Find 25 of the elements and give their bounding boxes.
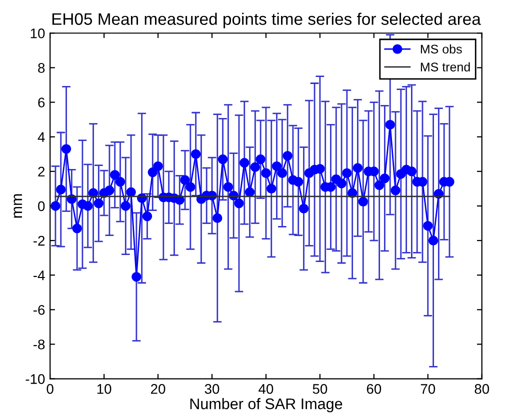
y-tick-label: -10 (26, 374, 45, 384)
y-tick-label: 0 (38, 201, 45, 212)
y-tick-label: -6 (33, 305, 45, 315)
x-tick-label: 50 (312, 384, 328, 394)
y-tick-label: 10 (30, 28, 45, 38)
x-tick-label: 10 (97, 384, 112, 394)
y-tick-label: 8 (38, 63, 45, 73)
x-tick-label: 0 (46, 384, 54, 394)
y-tick-label: -2 (33, 236, 45, 246)
chart-title: EH05 Mean measured points time series for selected area (52, 12, 481, 28)
y-tick-label: 6 (38, 98, 45, 108)
x-tick-label: 30 (204, 384, 220, 394)
y-axis-title: mm (14, 194, 22, 218)
y-tick-label: 2 (38, 166, 45, 176)
x-tick-label: 80 (474, 384, 490, 394)
x-axis-title: Number of SAR Image (190, 398, 342, 412)
x-tick-label: 70 (420, 384, 436, 394)
y-tick-label: -8 (33, 340, 45, 350)
y-tick-label: -4 (33, 270, 45, 280)
x-tick-label: 20 (151, 384, 166, 394)
x-tick-label: 40 (258, 384, 274, 394)
legend-label: MS trend (420, 62, 470, 72)
y-tick-label: 4 (38, 132, 45, 142)
x-tick-label: 60 (366, 384, 382, 394)
legend-label: MS obs (420, 44, 462, 54)
